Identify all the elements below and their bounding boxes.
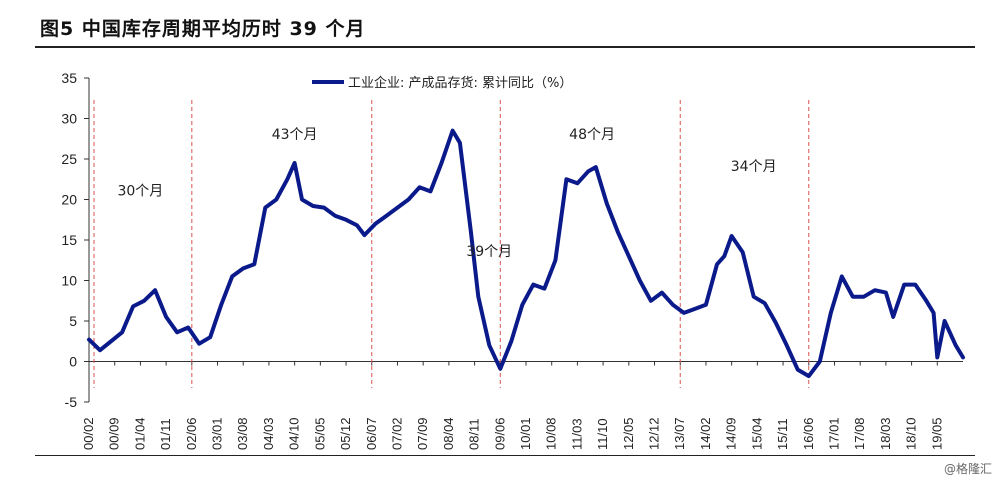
y-tick-label: 30 bbox=[61, 111, 77, 127]
x-tick-label: 18/10 bbox=[904, 417, 919, 450]
y-tick-label: 20 bbox=[61, 192, 77, 208]
x-tick-label: 14/09 bbox=[724, 417, 739, 450]
cycle-duration-label: 39个月 bbox=[466, 244, 512, 260]
series-line bbox=[87, 128, 965, 379]
bottom-rule bbox=[35, 455, 975, 456]
watermark: @格隆汇 bbox=[943, 462, 992, 476]
x-tick-label: 10/08 bbox=[544, 417, 559, 450]
x-tick-label: 01/11 bbox=[158, 418, 173, 450]
x-tick-label: 17/08 bbox=[852, 417, 867, 450]
x-tick-label: 10/01 bbox=[518, 417, 533, 450]
top-rule bbox=[35, 46, 975, 48]
figure-title: 图5 中国库存周期平均历时 39 个月 bbox=[40, 18, 366, 40]
y-tick-label: 15 bbox=[61, 232, 77, 248]
y-tick-label: 0 bbox=[69, 354, 77, 370]
x-tick-label: 00/09 bbox=[107, 417, 122, 450]
x-tick-label: 04/03 bbox=[261, 417, 276, 450]
x-tick-label: 04/10 bbox=[287, 417, 302, 450]
x-tick-label: 06/07 bbox=[364, 417, 379, 450]
x-tick-label: 13/07 bbox=[672, 417, 687, 450]
x-tick-label: 11/03 bbox=[569, 418, 584, 450]
y-tick-label: -5 bbox=[65, 394, 78, 410]
x-tick-label: 12/05 bbox=[621, 417, 636, 450]
y-tick-label: 5 bbox=[69, 313, 77, 329]
legend: 工业企业: 产成品存货: 累计同比（%） bbox=[312, 75, 572, 91]
x-tick-label: 01/04 bbox=[132, 417, 147, 450]
x-tick-label: 09/06 bbox=[492, 417, 507, 450]
x-tick-label: 11/10 bbox=[595, 418, 610, 450]
y-tick-label: 10 bbox=[61, 273, 77, 289]
x-tick-label: 03/08 bbox=[235, 417, 250, 450]
x-tick-label: 17/01 bbox=[826, 417, 841, 450]
x-tick-label: 07/02 bbox=[389, 417, 404, 450]
x-tick-label: 05/12 bbox=[338, 417, 353, 450]
x-tick-label: 03/01 bbox=[210, 417, 225, 450]
x-tick-label: 18/03 bbox=[878, 417, 893, 450]
x-tick-label: 16/06 bbox=[801, 417, 816, 450]
x-tick-label: 05/05 bbox=[312, 417, 327, 450]
cycle-boundaries bbox=[93, 100, 810, 388]
cycle-annotations: 30个月 43个月 39个月 48个月 34个月 bbox=[117, 127, 776, 260]
series-group bbox=[87, 128, 965, 379]
cycle-duration-label: 34个月 bbox=[731, 159, 777, 175]
x-tick-label: 15/04 bbox=[749, 417, 764, 450]
cycle-duration-label: 43个月 bbox=[272, 127, 318, 143]
x-tick-label: 02/06 bbox=[184, 417, 199, 450]
x-tick-label: 08/11 bbox=[467, 418, 482, 450]
y-tick-label: 25 bbox=[61, 151, 77, 167]
x-tick-label: 00/02 bbox=[81, 417, 96, 450]
x-tick-label: 07/09 bbox=[415, 417, 430, 450]
chart-axes: -5 0 5 10 15 20 25 30 35 00/02 00/09 01/04 01/11 02/0… bbox=[61, 70, 963, 450]
x-tick-label: 08/04 bbox=[441, 417, 456, 450]
x-tick-label: 14/02 bbox=[698, 417, 713, 450]
x-tick-label: 19/05 bbox=[929, 417, 944, 450]
cycle-duration-label: 30个月 bbox=[117, 183, 163, 199]
y-tick-label: 35 bbox=[61, 70, 77, 86]
legend-label: 工业企业: 产成品存货: 累计同比（%） bbox=[348, 75, 572, 91]
x-tick-label: 12/12 bbox=[647, 417, 662, 450]
cycle-duration-label: 48个月 bbox=[569, 127, 615, 143]
x-tick-label: 15/11 bbox=[775, 418, 790, 450]
